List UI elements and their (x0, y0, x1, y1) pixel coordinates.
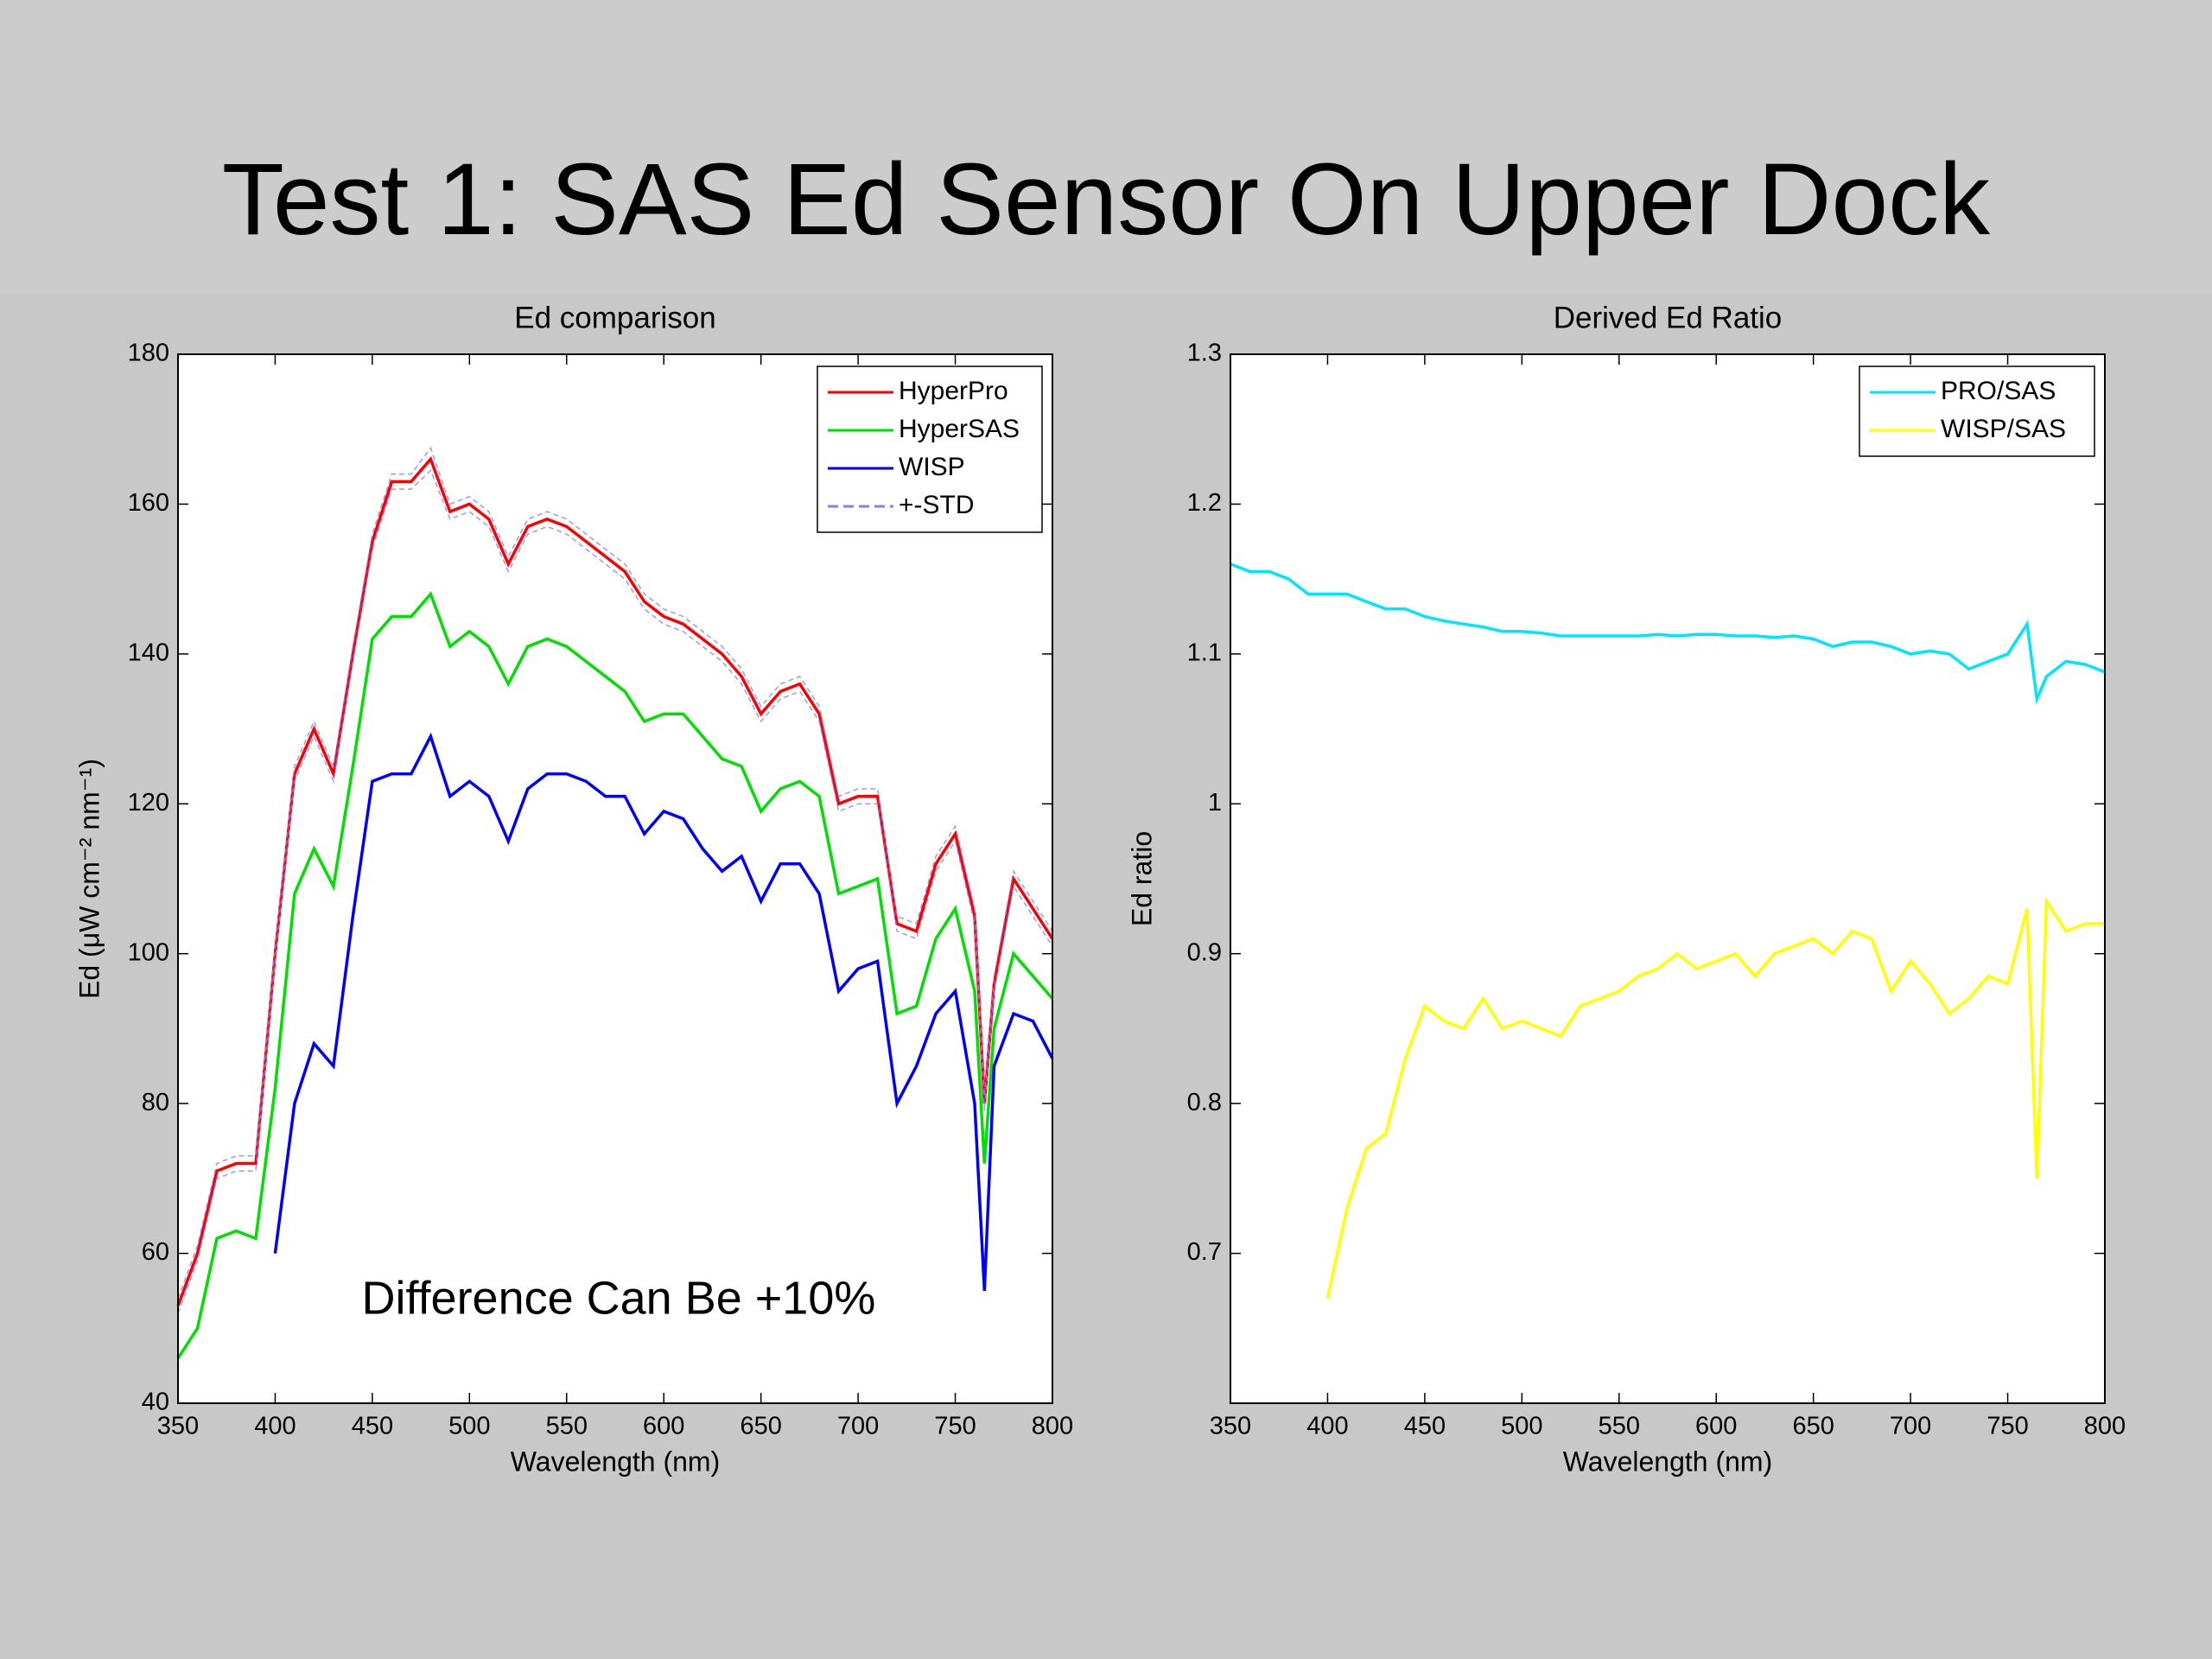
slide-title: Test 1: SAS Ed Sensor On Upper Dock (222, 143, 1991, 257)
legend-box (1859, 365, 2095, 457)
legend-box (817, 365, 1043, 533)
plot-frame (1230, 353, 2106, 1404)
x-axis-label: Wavelength (nm) (511, 1446, 720, 1477)
x-tick-label: 550 (1599, 1413, 1640, 1440)
y-tick-label: 160 (128, 489, 169, 517)
y-tick-label: 100 (128, 938, 169, 966)
legend-label: PRO/SAS (1941, 377, 2056, 405)
x-tick-label: 350 (1210, 1413, 1251, 1440)
y-axis-label: Ed (μW cm⁻² nm⁻¹) (73, 759, 105, 999)
x-tick-label: 800 (2084, 1413, 2126, 1440)
series-line (273, 732, 1054, 1291)
y-tick-label: 1 (1208, 789, 1222, 817)
x-axis-label: Wavelength (nm) (1563, 1446, 1772, 1477)
legend-label: +-STD (899, 491, 975, 519)
std-line (177, 446, 1053, 1299)
x-tick-label: 750 (1986, 1413, 2028, 1440)
plot-frame (177, 353, 1053, 1404)
y-tick-label: 0.7 (1187, 1238, 1222, 1266)
y-tick-label: 0.8 (1187, 1089, 1222, 1116)
y-tick-label: 1.3 (1187, 340, 1222, 367)
y-tick-label: 1.1 (1187, 639, 1222, 667)
x-tick-label: 700 (837, 1413, 879, 1440)
annotation: Difference Can Be +10% (362, 1272, 876, 1324)
x-tick-label: 500 (448, 1413, 490, 1440)
series-line (1325, 896, 2105, 1299)
legend-label: HyperPro (899, 377, 1008, 405)
x-tick-label: 350 (157, 1413, 199, 1440)
legend-label: HyperSAS (899, 415, 1020, 443)
x-tick-label: 450 (1404, 1413, 1446, 1440)
x-tick-label: 600 (643, 1413, 684, 1440)
x-tick-label: 450 (352, 1413, 393, 1440)
chart-title: Ed comparison (514, 301, 715, 334)
y-tick-label: 1.2 (1187, 489, 1222, 517)
y-tick-label: 0.9 (1187, 938, 1222, 966)
y-tick-label: 120 (128, 789, 169, 817)
x-tick-label: 400 (254, 1413, 296, 1440)
series-line (176, 456, 1054, 1306)
y-tick-label: 60 (142, 1238, 169, 1266)
x-tick-label: 650 (740, 1413, 781, 1440)
title-band (0, 0, 2212, 294)
x-tick-label: 400 (1306, 1413, 1348, 1440)
y-tick-label: 180 (128, 340, 169, 367)
x-tick-label: 500 (1501, 1413, 1542, 1440)
y-tick-label: 40 (142, 1389, 169, 1416)
legend-label: WISP (899, 453, 965, 481)
plot-area (1230, 354, 2105, 1403)
std-line (177, 469, 1053, 1314)
x-tick-label: 700 (1890, 1413, 1931, 1440)
y-axis-label: Ed ratio (1126, 831, 1157, 926)
x-tick-label: 600 (1695, 1413, 1737, 1440)
series-line (176, 591, 1054, 1359)
legend-label: WISP/SAS (1941, 415, 2066, 443)
y-tick-label: 80 (142, 1089, 169, 1116)
x-tick-label: 750 (934, 1413, 976, 1440)
x-tick-label: 800 (1032, 1413, 1073, 1440)
x-tick-label: 550 (546, 1413, 588, 1440)
chart-title: Derived Ed Ratio (1554, 301, 1783, 334)
series-line (1230, 563, 2106, 705)
y-tick-label: 140 (128, 639, 169, 667)
x-tick-label: 650 (1792, 1413, 1834, 1440)
